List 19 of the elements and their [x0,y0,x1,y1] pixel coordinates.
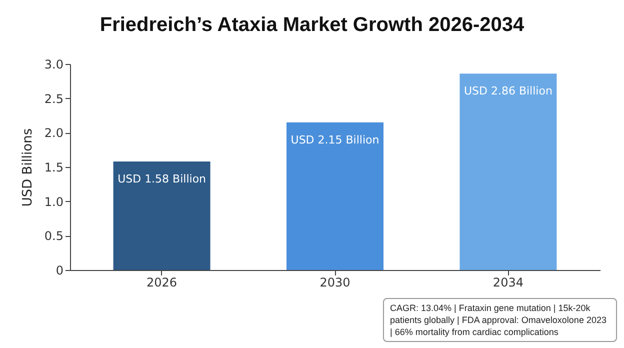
bar [113,162,210,270]
y-tick-label: 0 [56,264,64,278]
x-tick-label: 2034 [492,276,524,290]
bar [460,74,557,270]
data-label: USD 2.86 Billion [464,84,552,98]
text: CAGR: 13.04% | Frataxin gene mutation | 15k-20k patients globally | FDA approval: Omaveloxolone 2023 | 66% mortality from cardiac complications [383,298,617,342]
bar [286,122,384,270]
y-tick-label: 2.0 [44,126,64,140]
y-tick-label: 2.5 [44,92,64,106]
data-label: USD 2.15 Billion [290,133,380,146]
x-tick-label: 2030 [320,276,350,290]
y-tick-label: 1.0 [44,194,64,209]
y-tick-label: 1.5 [44,160,64,174]
y-axis-title: USD Billions [20,128,36,207]
chart-title: Friedreich’s Ataxia Market Growth 2026-2034 [98,14,526,37]
y-tick-label: 0.5 [44,229,64,244]
x-tick-label: 2026 [146,276,178,290]
y-tick-label: 3.0 [44,58,64,72]
data-label: USD 1.58 Billion [118,172,206,186]
